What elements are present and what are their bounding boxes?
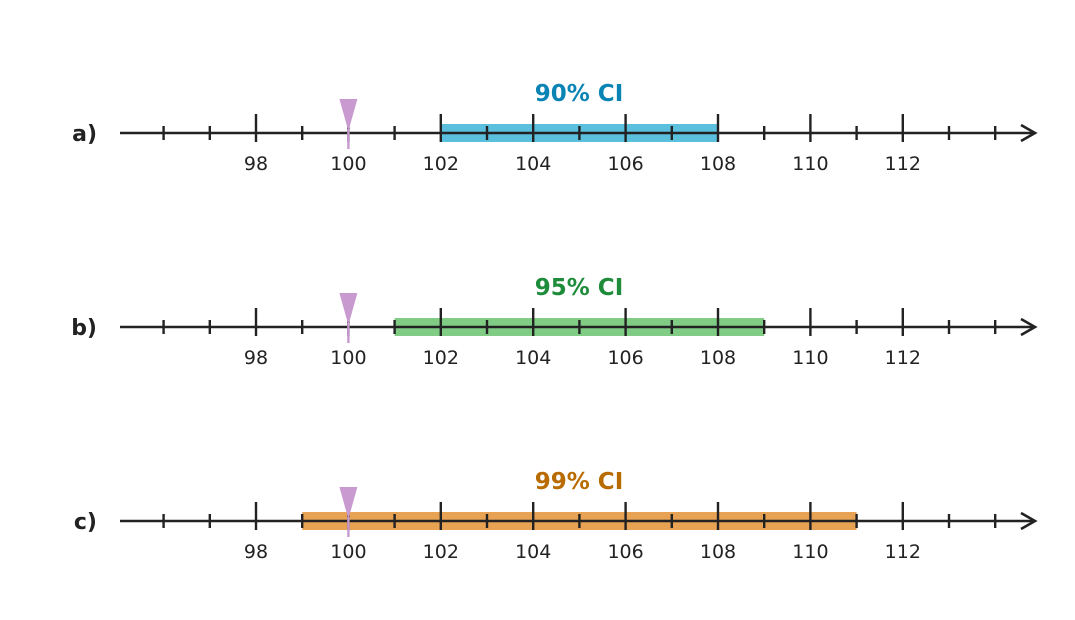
row-1-tick-label: 100 (330, 153, 366, 175)
row-1-tick-label: 104 (515, 153, 551, 175)
row-3-tick-label: 108 (700, 541, 736, 563)
row-3-tick-label: 102 (423, 541, 459, 563)
row-1-tick-label: 98 (244, 153, 268, 175)
row-3-tick-label: 104 (515, 541, 551, 563)
row-1-tick-label: 106 (607, 153, 643, 175)
row-2-tick-label: 108 (700, 347, 736, 369)
row-1-label: a) (72, 122, 97, 147)
row-2-tick-label: 110 (792, 347, 828, 369)
row-2-axis-arrow-icon (1020, 317, 1038, 337)
row-3-axis-arrow-icon (1020, 511, 1038, 531)
row-2-tick-label: 104 (515, 347, 551, 369)
row-3-tick-label: 112 (885, 541, 921, 563)
row-3-label: c) (74, 510, 97, 535)
row-2-tick-label: 106 (607, 347, 643, 369)
row-3-tick-label: 110 (792, 541, 828, 563)
row-1-ci-label: 90% CI (535, 81, 624, 107)
row-2-ci-label: 95% CI (535, 275, 624, 301)
row-3-tick-label: 100 (330, 541, 366, 563)
row-1-axis-arrow-icon (1020, 123, 1038, 143)
row-2-tick-label: 98 (244, 347, 268, 369)
row-2-tick-label: 100 (330, 347, 366, 369)
row-1-tick-label: 108 (700, 153, 736, 175)
row-3-ci-label: 99% CI (535, 469, 624, 495)
row-1-marker-icon (339, 99, 358, 131)
row-3-tick-label: 98 (244, 541, 268, 563)
row-1-tick-label: 112 (885, 153, 921, 175)
row-2-tick-label: 112 (885, 347, 921, 369)
row-2-marker-icon (339, 293, 358, 325)
row-2-label: b) (71, 316, 97, 341)
row-3-marker-icon (339, 487, 358, 519)
row-3-tick-label: 106 (607, 541, 643, 563)
row-1-tick-label: 110 (792, 153, 828, 175)
row-2-tick-label: 102 (423, 347, 459, 369)
row-1-tick-label: 102 (423, 153, 459, 175)
